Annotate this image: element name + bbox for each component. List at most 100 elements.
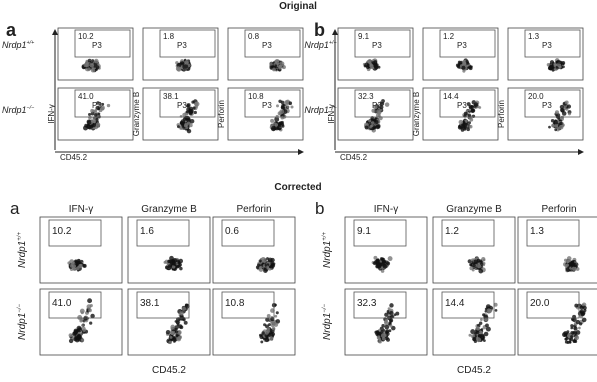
- gate: [354, 89, 411, 118]
- dot: [79, 263, 83, 267]
- dot: [557, 63, 562, 68]
- dot: [473, 259, 478, 264]
- dot: [377, 65, 381, 69]
- column-header: Perforin: [541, 204, 576, 215]
- gate: [48, 291, 102, 319]
- dot: [277, 111, 282, 116]
- gate: [159, 89, 216, 118]
- gate: [244, 29, 301, 58]
- dot: [172, 262, 177, 266]
- dot: [184, 60, 189, 65]
- dot: [186, 104, 190, 108]
- scatter: [371, 255, 393, 273]
- dot: [371, 121, 375, 125]
- plot-frame: [127, 288, 211, 356]
- dot: [271, 326, 276, 331]
- dot: [274, 314, 278, 318]
- gate-value: 14.4: [445, 298, 465, 309]
- dot: [86, 67, 91, 72]
- dot: [271, 125, 277, 131]
- dot: [570, 326, 574, 330]
- genotype: +/+: [322, 232, 328, 241]
- panel-letter: a: [10, 199, 20, 218]
- dot: [92, 116, 96, 120]
- dot: [265, 317, 270, 322]
- dot: [76, 266, 80, 271]
- dot: [472, 336, 477, 342]
- dot: [564, 340, 569, 344]
- dot: [93, 58, 99, 64]
- dot: [91, 59, 95, 62]
- plot-frame: [142, 27, 219, 81]
- axis-label: Granzyme B: [132, 92, 141, 136]
- scatter: [176, 99, 200, 134]
- gate: [439, 89, 496, 118]
- genotype: −/−: [322, 304, 328, 313]
- gate-value: 14.4: [443, 92, 459, 101]
- dot: [468, 108, 472, 112]
- dot: [183, 320, 188, 325]
- dot: [373, 63, 379, 69]
- dot: [189, 118, 195, 124]
- gate: [441, 219, 495, 247]
- dot: [466, 127, 470, 132]
- gate-value: 10.2: [78, 32, 94, 41]
- dot: [554, 110, 560, 115]
- gate: [441, 291, 495, 319]
- scatter: [269, 99, 294, 132]
- dot: [566, 256, 572, 261]
- gate-value: 32.3: [357, 298, 377, 309]
- scatter: [68, 298, 95, 344]
- dot: [270, 323, 275, 328]
- dot: [377, 335, 381, 339]
- gate: [74, 29, 131, 58]
- dot: [559, 121, 563, 126]
- dot: [184, 115, 189, 121]
- dot: [379, 104, 384, 110]
- dot: [270, 257, 275, 263]
- dot: [468, 121, 471, 125]
- dot: [185, 126, 189, 130]
- dot: [389, 303, 394, 308]
- plot-frame: [507, 27, 584, 81]
- dot: [290, 105, 294, 109]
- axis-label: Granzyme B: [412, 92, 421, 136]
- dot: [192, 106, 196, 110]
- dot: [81, 324, 84, 327]
- gate: [74, 89, 131, 118]
- dot: [264, 330, 269, 335]
- dot: [373, 104, 378, 110]
- dot: [479, 333, 484, 338]
- dot: [366, 63, 370, 67]
- scatter: [81, 58, 101, 73]
- dot: [565, 337, 569, 341]
- dot: [582, 305, 587, 311]
- dot: [270, 261, 275, 266]
- dot: [179, 266, 183, 271]
- gate: [244, 89, 301, 118]
- plot-frame: [507, 87, 584, 141]
- dot: [170, 327, 174, 330]
- dot: [266, 265, 269, 269]
- dot: [469, 117, 474, 122]
- dot: [376, 123, 381, 129]
- dot: [463, 111, 468, 116]
- x-label: CD45.2: [457, 365, 491, 376]
- gene: Nrdp1: [2, 40, 27, 50]
- dot: [80, 338, 85, 342]
- dot: [270, 118, 275, 123]
- gene: Nrdp1: [17, 313, 28, 340]
- dot: [280, 116, 285, 120]
- dot: [566, 104, 572, 109]
- dot: [68, 333, 73, 338]
- dot: [364, 125, 369, 130]
- dot: [265, 336, 269, 339]
- dot: [258, 265, 262, 269]
- gate: [353, 291, 407, 319]
- dot: [268, 323, 271, 327]
- dot: [179, 311, 184, 316]
- gate-value: 0.6: [225, 226, 239, 237]
- gate-label: P3: [372, 101, 382, 110]
- gene: Nrdp1: [322, 241, 333, 268]
